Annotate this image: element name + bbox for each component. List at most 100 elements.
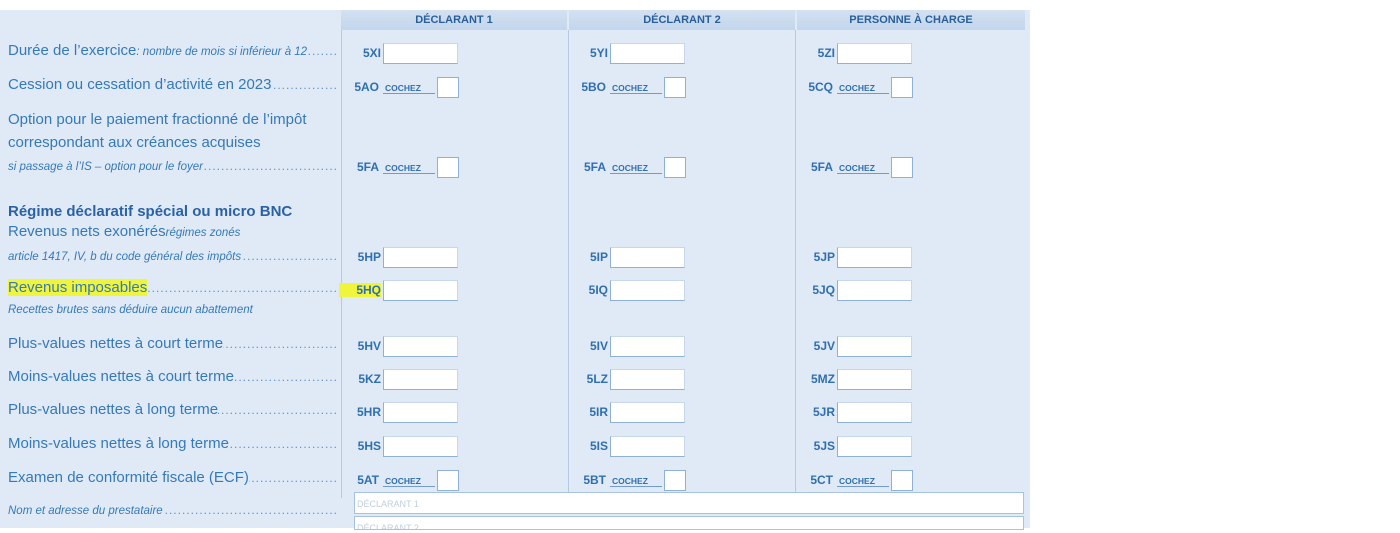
row-label-text: Durée de l’exercice [8, 42, 137, 59]
checkbox[interactable] [664, 470, 686, 491]
box-code: 5KZ [358, 372, 381, 386]
amount-input[interactable] [610, 436, 685, 457]
amount-input[interactable] [837, 43, 912, 64]
prestataire-label: Nom et adresse du prestataire [8, 505, 163, 517]
cochez-label: COCHEZ [383, 163, 435, 174]
box-code: 5IP [589, 250, 608, 264]
cochez-label: COCHEZ [383, 83, 435, 94]
leader-dots: ........................................… [218, 403, 338, 417]
box-code: 5XI [362, 46, 381, 60]
amount-input[interactable] [610, 43, 685, 64]
row-label-text: Plus-values nettes à long terme [8, 401, 219, 418]
row-label-text: Moins-values nettes à long terme [8, 435, 229, 452]
amount-input[interactable] [610, 247, 685, 268]
label-line: Nom et adresse du prestataire...........… [8, 503, 338, 517]
box-code: 5AT [357, 473, 379, 487]
prestataire-declarant-2-field[interactable]: DÉCLARANT 2 [354, 516, 1024, 530]
amount-input[interactable] [383, 43, 458, 64]
amount-input[interactable] [383, 436, 458, 457]
column-divider [568, 30, 569, 498]
box-code: 5JV [813, 339, 835, 353]
header-declarant-2: DÉCLARANT 2 [569, 10, 795, 30]
box-code: 5IR [589, 405, 608, 419]
amount-input[interactable] [837, 280, 912, 301]
box-code: 5AO [354, 80, 379, 94]
amount-input[interactable] [837, 402, 912, 423]
income-form: DÉCLARANT 1 DÉCLARANT 2 PERSONNE À CHARG… [0, 10, 1030, 530]
amount-input[interactable] [610, 402, 685, 423]
box-code: 5CT [810, 473, 833, 487]
amount-input[interactable] [610, 280, 685, 301]
amount-input[interactable] [383, 247, 458, 268]
row-label-text: Cession ou cessation d’activité en 2023 [8, 76, 272, 93]
amount-input[interactable] [610, 336, 685, 357]
label-line: Option pour le paiement fractionné de l’… [8, 111, 338, 128]
box-code: 5JS [813, 439, 835, 453]
cochez-label: COCHEZ [837, 476, 889, 487]
box-code: 5ZI [817, 46, 835, 60]
checkbox[interactable] [437, 77, 459, 98]
box-code: 5IV [589, 339, 608, 353]
label-line: Plus-values nettes à court terme........… [8, 335, 338, 352]
checkbox[interactable] [891, 77, 913, 98]
box-code: 5JP [813, 250, 835, 264]
amount-input[interactable] [837, 247, 912, 268]
leader-dots: ........................................… [307, 44, 338, 58]
row-label-line2: correspondant aux créances acquises [8, 134, 261, 151]
checkbox[interactable] [891, 470, 913, 491]
row-label-note: : nombre de mois si inférieur à 12 [136, 46, 308, 58]
label-line: Recettes brutes sans déduire aucun abatt… [8, 304, 338, 316]
row-label-note: régimes zonés [165, 227, 241, 239]
label-line: Revenus nets exonérés régimes zonés [8, 223, 338, 240]
label-line: Revenus imposables......................… [8, 279, 338, 296]
box-code: 5YI [589, 46, 608, 60]
row-sublabel: Recettes brutes sans déduire aucun abatt… [8, 304, 253, 316]
checkbox[interactable] [437, 470, 459, 491]
box-code: 5IQ [588, 283, 608, 297]
box-code: 5LZ [586, 372, 608, 386]
box-code: 5FA [583, 160, 606, 174]
amount-input[interactable] [383, 336, 458, 357]
amount-input[interactable] [383, 280, 458, 301]
box-code: 5FA [810, 160, 833, 174]
amount-input[interactable] [383, 369, 458, 390]
row-label-text: Revenus nets exonérés [8, 223, 166, 240]
amount-input[interactable] [837, 369, 912, 390]
prestataire-declarant-1-field[interactable]: DÉCLARANT 1 [354, 492, 1024, 514]
box-code: 5HR [356, 405, 381, 419]
checkbox[interactable] [891, 157, 913, 178]
row-label-text: Plus-values nettes à court terme [8, 335, 224, 352]
cochez-label: COCHEZ [610, 83, 662, 94]
label-line: correspondant aux créances acquises [8, 134, 338, 151]
leader-dots: ........................................… [249, 471, 338, 485]
header-personne-a-charge: PERSONNE À CHARGE [797, 10, 1025, 30]
row-sublabel: article 1417, IV, b du code général des … [8, 251, 242, 263]
cochez-label: COCHEZ [837, 83, 889, 94]
column-divider [795, 30, 796, 498]
section-heading: Régime déclaratif spécial ou micro BNC [8, 203, 293, 220]
label-line: article 1417, IV, b du code général des … [8, 249, 338, 263]
checkbox[interactable] [437, 157, 459, 178]
box-code: 5BO [581, 80, 606, 94]
label-line: Moins-values nettes à court terme.......… [8, 368, 338, 385]
row-label-text: Revenus imposables [8, 279, 148, 296]
leader-dots: ........................................… [233, 370, 338, 384]
label-line: Plus-values nettes à long terme.........… [8, 401, 338, 418]
box-code: 5HQ [339, 283, 381, 297]
cochez-label: COCHEZ [610, 163, 662, 174]
box-code: 5BT [583, 473, 606, 487]
amount-input[interactable] [837, 436, 912, 457]
amount-input[interactable] [837, 336, 912, 357]
box-code: 5HP [357, 250, 381, 264]
label-line: si passage à l’IS – option pour le foyer… [8, 159, 338, 173]
box-code: 5FA [356, 160, 379, 174]
row-label-text: Moins-values nettes à court terme [8, 368, 234, 385]
box-code: 5IS [589, 439, 608, 453]
box-code: 5CQ [808, 80, 833, 94]
checkbox[interactable] [664, 77, 686, 98]
box-code: 5JQ [812, 283, 835, 297]
amount-input[interactable] [383, 402, 458, 423]
leader-dots: ........................................… [147, 281, 338, 295]
checkbox[interactable] [664, 157, 686, 178]
amount-input[interactable] [610, 369, 685, 390]
